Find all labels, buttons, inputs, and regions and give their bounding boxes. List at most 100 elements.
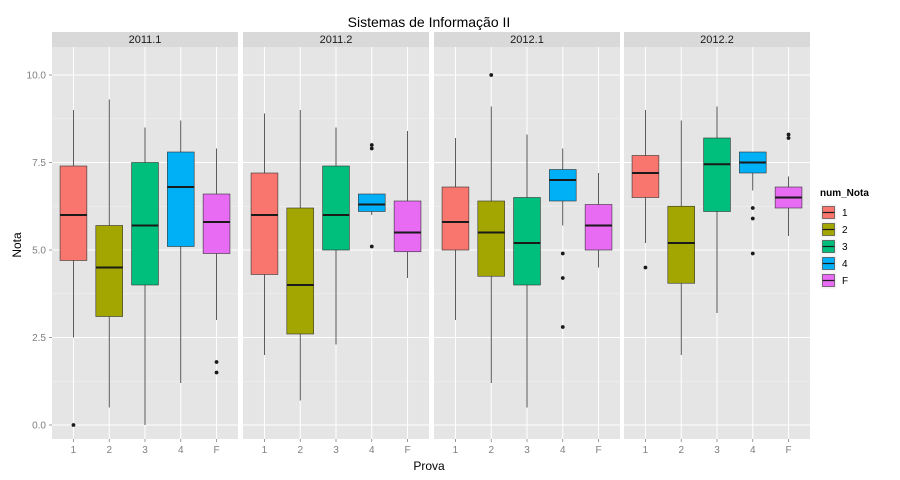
outlier-point [750, 251, 755, 256]
box-F [774, 132, 803, 236]
outlier-point [786, 132, 791, 137]
x-tick-label: 3 [333, 445, 339, 456]
facet-strip-label: 2011.1 [129, 34, 162, 46]
y-axis: 0.0 2.5 5.0 7.5 10.0 [27, 71, 52, 432]
box-1 [631, 110, 660, 270]
x-tick-label: 1 [643, 445, 649, 456]
outlier-point [369, 146, 374, 151]
box-body [441, 186, 470, 251]
x-tick-label: 2 [297, 445, 303, 456]
box-1 [441, 138, 470, 320]
box-2 [667, 120, 695, 355]
box-body [358, 193, 386, 212]
facet-strip [243, 32, 429, 47]
facet-panel-0: 2011.1 1 2 3 4 F [52, 32, 238, 456]
legend-item-3: 3 [819, 237, 848, 256]
x-tick-label: 4 [560, 445, 566, 456]
legend-item-label: 4 [842, 259, 848, 270]
outlier-point [643, 265, 648, 270]
facet-panel-2: 2012.1 1 2 3 4 F [434, 32, 620, 456]
outlier-point [71, 423, 76, 427]
legend-item-label: 2 [842, 225, 848, 236]
box-F [584, 173, 613, 268]
outlier-point [750, 216, 755, 221]
y-axis-title: Nota [10, 232, 24, 258]
x-tick-label: 3 [714, 445, 720, 456]
box-body [513, 197, 541, 286]
box-body [250, 172, 279, 275]
outlier-point [369, 143, 374, 147]
outlier-point [560, 325, 565, 329]
facet-strip-label: 2012.1 [510, 34, 544, 46]
box-1 [59, 110, 88, 427]
y-tick-label: 7.5 [32, 158, 46, 169]
x-tick-label: 1 [71, 445, 77, 456]
outlier-point [560, 251, 565, 256]
legend-item-F: F [819, 271, 848, 290]
box-4 [358, 143, 386, 249]
outlier-point [214, 370, 219, 375]
x-tick-label: 2 [106, 445, 112, 456]
x-tick-label: F [595, 445, 601, 456]
box-body [393, 200, 422, 253]
y-tick-label: 2.5 [32, 333, 46, 344]
facet-strip [52, 32, 238, 47]
facet-panel-1: 2011.2 1 2 3 4 F [243, 32, 429, 456]
outlier-point [489, 73, 494, 77]
x-tick-label: 4 [750, 445, 756, 456]
box-body [95, 225, 123, 317]
legend-title: num_Nota [820, 188, 869, 199]
outlier-point [560, 276, 565, 280]
outlier-point [750, 206, 755, 210]
box-body [667, 205, 695, 284]
box-body [131, 162, 159, 286]
outlier-point [786, 136, 791, 140]
box-2 [286, 110, 314, 401]
legend: num_Nota 1 2 3 4 F [819, 188, 869, 290]
box-2 [95, 99, 123, 408]
box-body [584, 204, 613, 251]
y-tick-label: 0.0 [32, 421, 46, 432]
facet-strip-label: 2011.2 [320, 34, 353, 46]
box-body [631, 155, 660, 198]
facet-panel-3: 2012.2 1 2 3 4 F [624, 32, 810, 456]
x-tick-label: 2 [678, 445, 684, 456]
x-tick-label: 4 [369, 445, 375, 456]
y-tick-label: 5.0 [32, 246, 46, 257]
box-body [286, 207, 314, 335]
box-body [59, 165, 88, 261]
legend-item-2: 2 [819, 220, 848, 239]
legend-item-4: 4 [819, 254, 848, 273]
facet-strip [624, 32, 810, 47]
x-tick-label: 4 [178, 445, 184, 456]
box-4 [167, 120, 195, 383]
x-tick-label: 3 [524, 445, 530, 456]
x-tick-label: 2 [488, 445, 494, 456]
box-body [322, 165, 350, 251]
box-3 [131, 127, 159, 425]
facet-strip [434, 32, 620, 47]
box-F [393, 131, 422, 278]
box-body [167, 151, 195, 247]
x-tick-label: F [785, 445, 791, 456]
legend-item-1: 1 [819, 203, 848, 222]
facet-panels: 2011.1 1 2 3 4 F 2011.2 1 2 3 4 F 2012.1 1 2 3 4 F 2012.2 1… [52, 32, 810, 456]
box-3 [703, 106, 731, 313]
box-1 [250, 113, 279, 355]
box-4 [739, 151, 767, 256]
x-axis-title: Prova [413, 459, 445, 473]
box-body [477, 200, 505, 277]
x-tick-label: 3 [142, 445, 148, 456]
box-F [202, 148, 231, 375]
box-body [549, 169, 577, 202]
legend-item-label: 1 [842, 208, 848, 219]
x-tick-label: F [404, 445, 410, 456]
box-4 [549, 148, 577, 329]
box-body [202, 193, 231, 254]
x-tick-label: 1 [262, 445, 268, 456]
x-tick-label: 1 [453, 445, 459, 456]
box-2 [477, 73, 505, 383]
facet-strip-label: 2012.2 [700, 34, 734, 46]
box-body [703, 137, 731, 212]
